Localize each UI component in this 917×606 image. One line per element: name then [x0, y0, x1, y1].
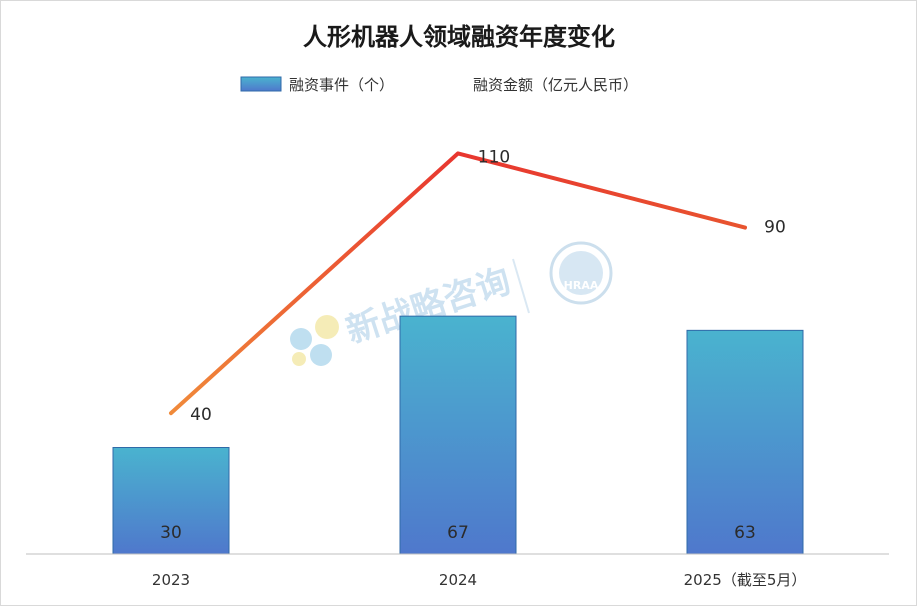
x-tick-label: 2023 [152, 571, 190, 589]
bar-value-label: 67 [447, 523, 469, 543]
bar-2023 [112, 447, 230, 555]
line-series: 40 110 90 [169, 147, 786, 425]
watermark-logo-dot-c [310, 344, 332, 366]
bar-2024 [399, 315, 517, 555]
legend-bar-label: 融资事件（个） [289, 76, 394, 94]
legend: 融资事件（个） 融资金额（亿元人民币） [240, 76, 638, 94]
x-tick-label: 2025（截至5月） [684, 571, 807, 589]
x-tick-label: 2024 [439, 571, 477, 589]
watermark-logo-dot-b [315, 315, 339, 339]
x-axis-ticks: 2023 2024 2025（截至5月） [152, 571, 806, 589]
line-value-label: 90 [764, 218, 786, 238]
watermark-divider [512, 258, 530, 314]
line-value-label: 40 [190, 405, 212, 425]
watermark-badge-text: HRAA [564, 279, 599, 292]
bar-2025 [686, 329, 804, 555]
line-value-label: 110 [478, 147, 510, 167]
line-path [169, 151, 747, 416]
watermark-logo-dot-a [290, 328, 312, 350]
watermark-badge-core [559, 251, 603, 295]
watermark-logo-dot-d [292, 352, 306, 366]
bar-value-label: 30 [160, 523, 182, 543]
legend-bar-swatch [240, 76, 282, 92]
watermark-badge-ring [549, 241, 613, 305]
legend-line-label: 融资金额（亿元人民币） [473, 76, 638, 94]
bar-value-label: 63 [734, 523, 756, 543]
bar-series: 30 67 63 [112, 315, 804, 555]
chart-title: 人形机器人领域融资年度变化 [303, 23, 615, 51]
